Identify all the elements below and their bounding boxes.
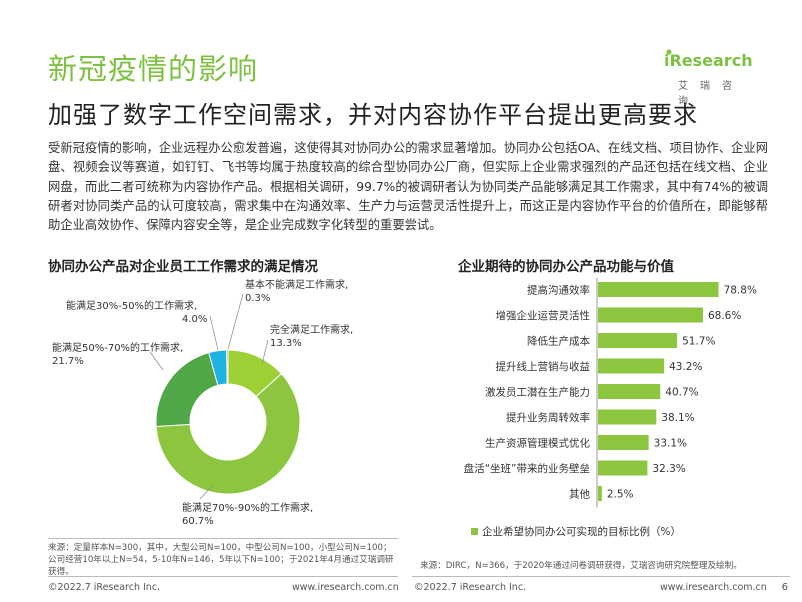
- bar-category-6: 提升业务周转效率: [506, 411, 590, 424]
- bar-3: [598, 333, 678, 348]
- pie-label-4: 能满足30%-50%的工作需求,: [66, 299, 197, 312]
- footer-url-right: www.iresearch.com.cn: [660, 582, 767, 593]
- bar-7: [598, 435, 649, 450]
- intro-paragraph: 受新冠疫情的影响，企业远程办公愈发普遍，这使得其对协同办公的需求显著增加。协同办…: [48, 141, 768, 233]
- bar-category-2: 增强企业运营灵活性: [496, 309, 591, 322]
- page-subtitle: 加强了数字工作空间需求，并对内容协作平台提出更高要求: [48, 101, 698, 129]
- bar-8: [598, 460, 648, 476]
- pie-slice-3: [155, 351, 219, 428]
- bar-category-9: 其他: [569, 488, 590, 501]
- pie-leader-3: [149, 351, 164, 371]
- bar-value-8: 32.3%: [652, 463, 685, 475]
- bar-4: [598, 358, 665, 374]
- bar-5: [598, 384, 661, 399]
- pie-leader-2: [199, 485, 213, 500]
- logo-mark: [664, 49, 760, 72]
- bar-6: [598, 409, 657, 425]
- bar-category-5: 激发员工潜在生产能力: [485, 386, 590, 399]
- footer-divider-right: [412, 576, 790, 577]
- logo-wordmark: iResearch: [664, 51, 753, 70]
- bar-value-9: 2.5%: [607, 489, 634, 501]
- pie-value-2: 60.7%: [182, 516, 214, 527]
- left-divider: [48, 538, 398, 539]
- pie-label-5: 基本不能满足工作需求,: [245, 278, 348, 291]
- bar-category-4: 提升线上营销与收益: [496, 360, 591, 373]
- pie-value-1: 13.3%: [270, 338, 302, 349]
- footer-copyright-right: ©2022.7 iResearch Inc.: [414, 582, 527, 593]
- footer-divider-left: [48, 576, 398, 577]
- pie-label-2: 能满足70%-90%的工作需求,: [182, 501, 313, 514]
- legend-swatch: [471, 528, 478, 535]
- bar-category-3: 降低生产成本: [527, 335, 590, 348]
- pie-chart-title: 协同办公产品对企业员工工作需求的满足情况: [48, 259, 318, 275]
- bar-value-3: 51.7%: [682, 336, 715, 348]
- bar-chart-title: 企业期待的协同办公产品功能与价值: [458, 259, 674, 275]
- footer-copyright-left: ©2022.7 iResearch Inc.: [48, 582, 161, 593]
- left-source-note: 来源：定量样本N=300，其中，大型公司N=100，中型公司N=100，小型公司…: [48, 543, 394, 577]
- donut-chart: 完全满足工作需求, 13.3% 能满足70%-90%的工作需求, 60.7% 能满足50…: [52, 278, 353, 527]
- legend-label: 企业希望协同办公可实现的目标比例（%）: [482, 525, 681, 538]
- iresearch-logo: iResearch 艾瑞咨询: [664, 46, 760, 107]
- bar-category-8: 盘活“坐班”带来的业务壁垒: [464, 462, 590, 475]
- pie-label-3: 能满足50%-70%的工作需求,: [52, 341, 183, 354]
- bar-value-5: 40.7%: [665, 387, 698, 399]
- bar-value-4: 43.2%: [669, 361, 702, 373]
- bar-category-1: 提高沟通效率: [527, 284, 590, 297]
- pie-slice-2: [155, 373, 301, 495]
- pie-slice-5: [226, 349, 229, 385]
- bar-9: [598, 486, 602, 501]
- bar-value-6: 38.1%: [661, 412, 694, 424]
- page-number: 6: [781, 582, 788, 593]
- bar-value-7: 33.1%: [654, 438, 687, 450]
- bar-category-7: 生产资源管理模式优化: [485, 437, 590, 450]
- bar-2: [598, 307, 703, 323]
- pie-value-4: 4.0%: [182, 314, 207, 325]
- pie-leader-1: [261, 339, 269, 365]
- bar-chart: 提高沟通效率 78.8% 增强企业运营灵活性 68.6% 降低生产成本 51.7% 提升线上…: [464, 278, 757, 538]
- pie-value-3: 21.7%: [52, 356, 84, 367]
- pie-leader-5: [227, 293, 244, 350]
- logo-chinese: 艾瑞咨询: [678, 81, 744, 107]
- pie-value-5: 0.3%: [245, 293, 270, 304]
- page-title: 新冠疫情的影响: [48, 52, 259, 86]
- bar-value-1: 78.8%: [724, 285, 757, 297]
- pie-leader-4: [209, 315, 219, 351]
- bar-1: [598, 282, 719, 297]
- footer-url-left: www.iresearch.com.cn: [292, 582, 399, 593]
- right-source-note: 来源：DIRC，N=366，于2020年通过问卷调研获得，艾瑞咨询研究院整理及绘…: [420, 561, 742, 571]
- bar-value-2: 68.6%: [708, 310, 741, 322]
- pie-label-1: 完全满足工作需求,: [270, 323, 353, 336]
